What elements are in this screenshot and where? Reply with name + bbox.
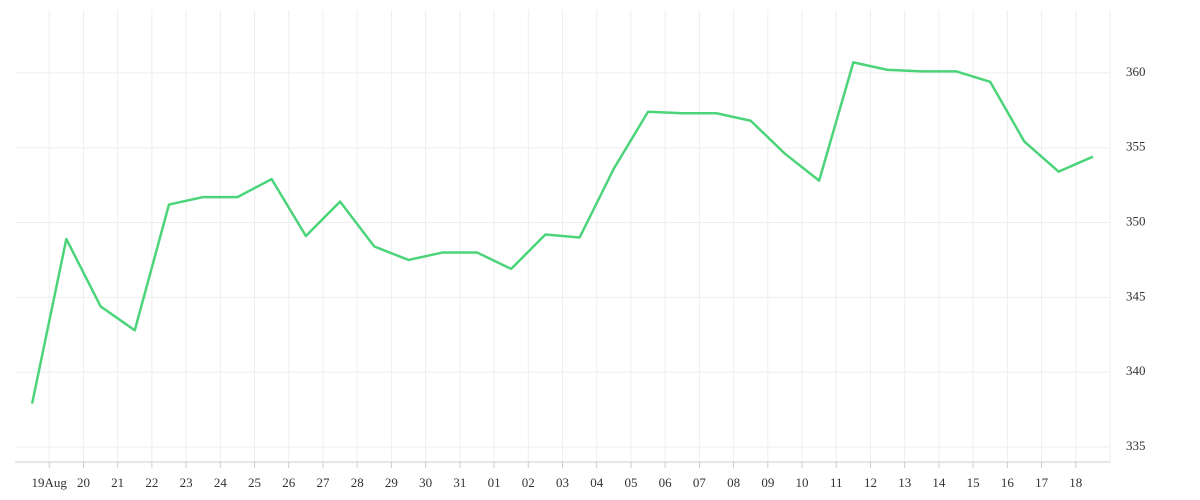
x-tick-label: 13 xyxy=(898,475,911,490)
y-tick-label: 350 xyxy=(1126,214,1146,229)
x-tick-label: 08 xyxy=(727,475,740,490)
x-tick-label: 20 xyxy=(77,475,90,490)
x-tick-label: 17 xyxy=(1035,475,1049,490)
x-tick-label: 11 xyxy=(830,475,843,490)
x-tick-label: 18 xyxy=(1069,475,1082,490)
x-tick-label: 14 xyxy=(932,475,946,490)
y-tick-label: 335 xyxy=(1126,438,1146,453)
x-tick-label: 15 xyxy=(967,475,980,490)
x-tick-label: 31 xyxy=(453,475,466,490)
x-tick-label: 03 xyxy=(556,475,569,490)
x-tick-label: 28 xyxy=(351,475,364,490)
x-tick-label: 29 xyxy=(385,475,398,490)
x-tick-label: 09 xyxy=(761,475,774,490)
x-tick-label: 26 xyxy=(282,475,296,490)
y-tick-label: 345 xyxy=(1126,288,1146,303)
x-tick-label: 02 xyxy=(522,475,535,490)
y-tick-label: 340 xyxy=(1126,363,1146,378)
price-line xyxy=(30,61,1094,404)
x-tick-label: 27 xyxy=(316,475,330,490)
x-tick-label: 25 xyxy=(248,475,261,490)
x-tick-label: 21 xyxy=(111,475,124,490)
y-tick-label: 360 xyxy=(1126,64,1146,79)
x-tick-label: 16 xyxy=(1001,475,1015,490)
x-tick-label: 01 xyxy=(488,475,501,490)
x-tick-label: 04 xyxy=(590,475,604,490)
x-tick-label: 07 xyxy=(693,475,707,490)
x-tick-label: 22 xyxy=(145,475,158,490)
x-tick-label: 30 xyxy=(419,475,432,490)
x-tick-label: 19Aug xyxy=(32,475,68,490)
y-tick-label: 355 xyxy=(1126,139,1146,154)
x-tick-label: 10 xyxy=(796,475,809,490)
x-tick-label: 06 xyxy=(659,475,673,490)
x-tick-label: 12 xyxy=(864,475,877,490)
x-tick-label: 05 xyxy=(624,475,637,490)
x-tick-label: 23 xyxy=(180,475,193,490)
x-tick-label: 24 xyxy=(214,475,228,490)
